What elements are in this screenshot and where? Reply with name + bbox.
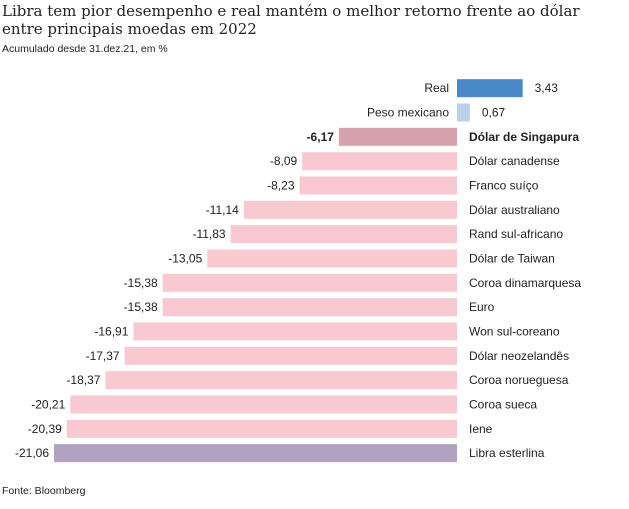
value-label-dolar-neozelandes: -17,37 xyxy=(86,349,120,363)
bar-dolar-australiano xyxy=(243,200,457,219)
value-label-dolar-de-taiwan: -13,05 xyxy=(168,251,202,265)
category-label-coroa-norueguesa: Coroa norueguesa xyxy=(469,373,569,387)
value-label-coroa-dinamarquesa: -15,38 xyxy=(124,276,158,290)
bar-won-sul-coreano xyxy=(133,322,457,341)
bar-coroa-dinamarquesa xyxy=(162,273,458,292)
value-label-dolar-de-singapura: -6,17 xyxy=(307,130,335,144)
category-label-dolar-canadense: Dólar canadense xyxy=(469,154,560,168)
bar-euro xyxy=(162,298,458,317)
category-label-dolar-neozelandes: Dólar neozelandês xyxy=(469,349,569,363)
bar-real xyxy=(457,79,523,98)
bar-rand-sul-africano xyxy=(230,225,457,244)
bar-iene xyxy=(66,419,457,438)
category-label-dolar-australiano: Dólar australiano xyxy=(469,203,560,217)
category-label-coroa-dinamarquesa: Coroa dinamarquesa xyxy=(469,276,581,290)
category-label-libra-esterlina: Libra esterlina xyxy=(469,446,545,460)
bar-franco-suico xyxy=(299,176,457,195)
bar-dolar-de-singapura xyxy=(338,127,457,146)
value-label-franco-suico: -8,23 xyxy=(267,178,295,192)
category-label-real: Real xyxy=(424,81,449,95)
value-label-dolar-australiano: -11,14 xyxy=(206,203,239,217)
value-label-coroa-sueca: -20,21 xyxy=(31,397,65,411)
bar-chart: 3,43 Real 0,67 Peso mexicano -6,17 Dólar de S… xyxy=(15,79,581,463)
bar-dolar-neozelandes xyxy=(124,346,457,365)
value-label-won-sul-coreano: -16,91 xyxy=(94,324,128,338)
category-label-dolar-de-taiwan: Dólar de Taiwan xyxy=(469,251,555,265)
category-label-franco-suico: Franco suíço xyxy=(469,178,539,192)
chart-subtitle: Acumulado desde 31.dez.21, em % xyxy=(2,43,168,55)
chart-title: Libra tem pior desempenho e real mantém … xyxy=(2,2,580,38)
value-label-iene: -20,39 xyxy=(28,422,62,436)
category-label-rand-sul-africano: Rand sul-africano xyxy=(469,227,563,241)
bar-coroa-sueca xyxy=(70,395,457,414)
value-label-libra-esterlina: -21,06 xyxy=(15,446,49,460)
category-label-peso-mexicano: Peso mexicano xyxy=(367,105,449,119)
value-label-real: 3,43 xyxy=(535,81,559,95)
category-label-won-sul-coreano: Won sul-coreano xyxy=(469,324,560,338)
category-label-coroa-sueca: Coroa sueca xyxy=(469,397,537,411)
value-label-rand-sul-africano: -11,83 xyxy=(192,227,225,241)
bar-coroa-norueguesa xyxy=(105,371,457,390)
value-label-dolar-canadense: -8,09 xyxy=(270,154,298,168)
bar-libra-esterlina xyxy=(54,444,457,463)
category-label-euro: Euro xyxy=(469,300,495,314)
value-label-coroa-norueguesa: -18,37 xyxy=(66,373,100,387)
value-label-euro: -15,38 xyxy=(124,300,158,314)
chart-source: Fonte: Bloomberg xyxy=(2,485,86,497)
bar-dolar-de-taiwan xyxy=(207,249,457,268)
value-label-peso-mexicano: 0,67 xyxy=(482,105,506,119)
category-label-iene: Iene xyxy=(469,422,493,436)
bar-peso-mexicano xyxy=(457,103,470,122)
category-label-dolar-de-singapura: Dólar de Singapura xyxy=(469,130,579,144)
bar-dolar-canadense xyxy=(302,152,457,171)
